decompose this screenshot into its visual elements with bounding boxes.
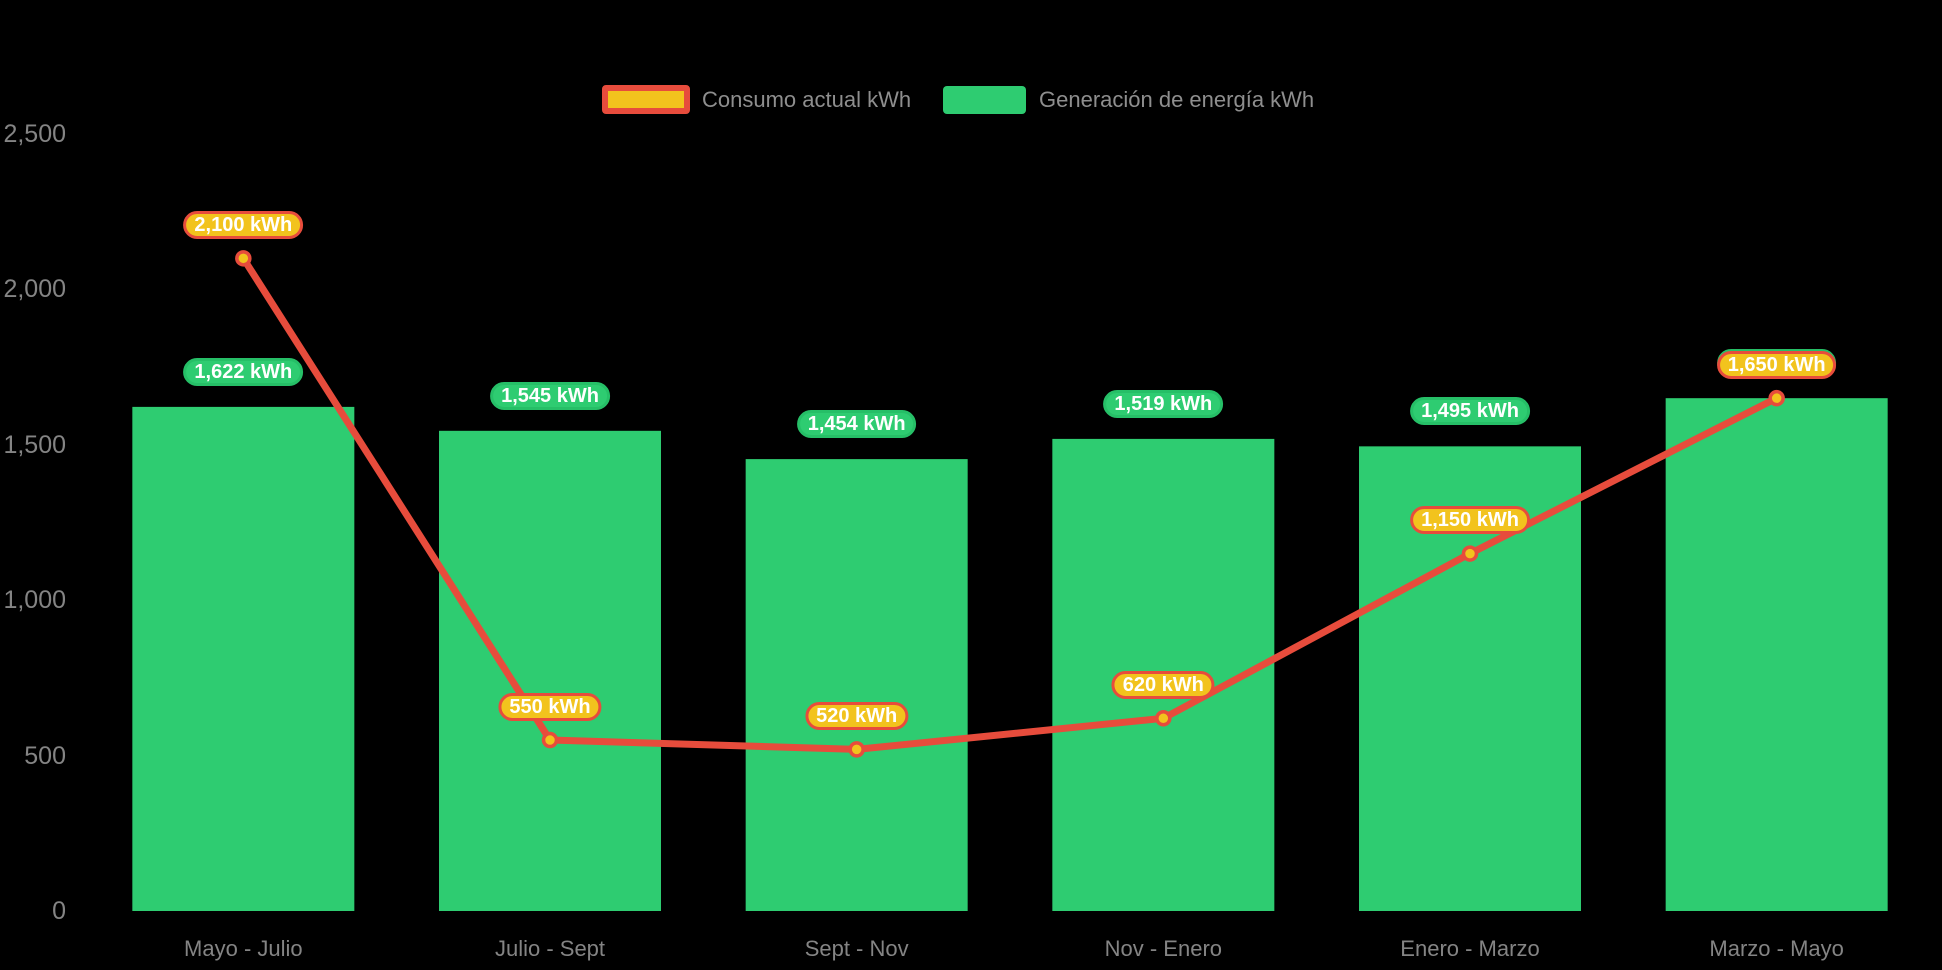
legend-item-consumo[interactable]: Consumo actual kWh xyxy=(602,84,911,115)
bar-value-label-nov-enero: 1,519 kWh xyxy=(1103,389,1224,418)
line-point-sept-nov[interactable] xyxy=(848,741,865,758)
legend-label-generacion: Generación de energía kWh xyxy=(1039,86,1315,112)
line-point-enero-marzo[interactable] xyxy=(1461,545,1479,562)
line-value-label-julio-sept: 550 kWh xyxy=(498,692,602,721)
bar-marzo-mayo[interactable] xyxy=(1665,398,1888,911)
bar-value-label-enero-marzo: 1,495 kWh xyxy=(1410,397,1530,426)
bar-sept-nov[interactable] xyxy=(745,459,968,911)
legend-label-consumo: Consumo actual kWh xyxy=(702,86,912,112)
y-axis-tick-label: 500 xyxy=(24,741,66,770)
line-point-mayo-julio[interactable] xyxy=(235,250,252,267)
x-axis-label-nov-enero: Nov - Enero xyxy=(1104,936,1223,961)
x-axis-label-marzo-mayo: Marzo - Mayo xyxy=(1709,936,1844,961)
legend-item-generacion[interactable]: Generación de energía kWh xyxy=(943,84,1314,115)
x-axis-label-julio-sept: Julio - Sept xyxy=(494,936,606,961)
legend-swatch-bar-icon xyxy=(943,85,1026,114)
line-value-label-marzo-mayo: 1,650 kWh xyxy=(1716,350,1837,379)
line-value-label-mayo-julio: 2,100 kWh xyxy=(183,210,304,239)
line-value-label-nov-enero: 620 kWh xyxy=(1111,670,1215,699)
line-value-label-enero-marzo: 1,150 kWh xyxy=(1410,506,1530,535)
bar-julio-sept[interactable] xyxy=(439,430,661,911)
x-axis-label-mayo-julio: Mayo - Julio xyxy=(184,936,303,961)
bar-mayo-julio[interactable] xyxy=(132,406,355,911)
y-axis-tick-label: 2,000 xyxy=(3,275,66,304)
y-axis-tick-label: 2,500 xyxy=(3,120,66,148)
y-axis-tick-label: 1,000 xyxy=(3,586,66,615)
bar-value-label-julio-sept: 1,545 kWh xyxy=(490,381,610,410)
bar-value-label-sept-nov: 1,454 kWh xyxy=(796,410,917,439)
line-point-julio-sept[interactable] xyxy=(541,731,559,749)
line-point-nov-enero[interactable] xyxy=(1155,710,1172,727)
x-axis-label-sept-nov: Sept - Nov xyxy=(804,936,909,961)
x-axis-label-enero-marzo: Enero - Marzo xyxy=(1400,936,1540,961)
legend-swatch-line-icon xyxy=(602,85,690,114)
y-axis-tick-label: 0 xyxy=(52,897,66,925)
line-value-label-sept-nov: 520 kWh xyxy=(805,701,909,730)
bar-value-label-mayo-julio: 1,622 kWh xyxy=(183,357,304,386)
y-axis-tick-label: 1,500 xyxy=(3,430,66,459)
line-point-marzo-mayo[interactable] xyxy=(1768,389,1785,407)
